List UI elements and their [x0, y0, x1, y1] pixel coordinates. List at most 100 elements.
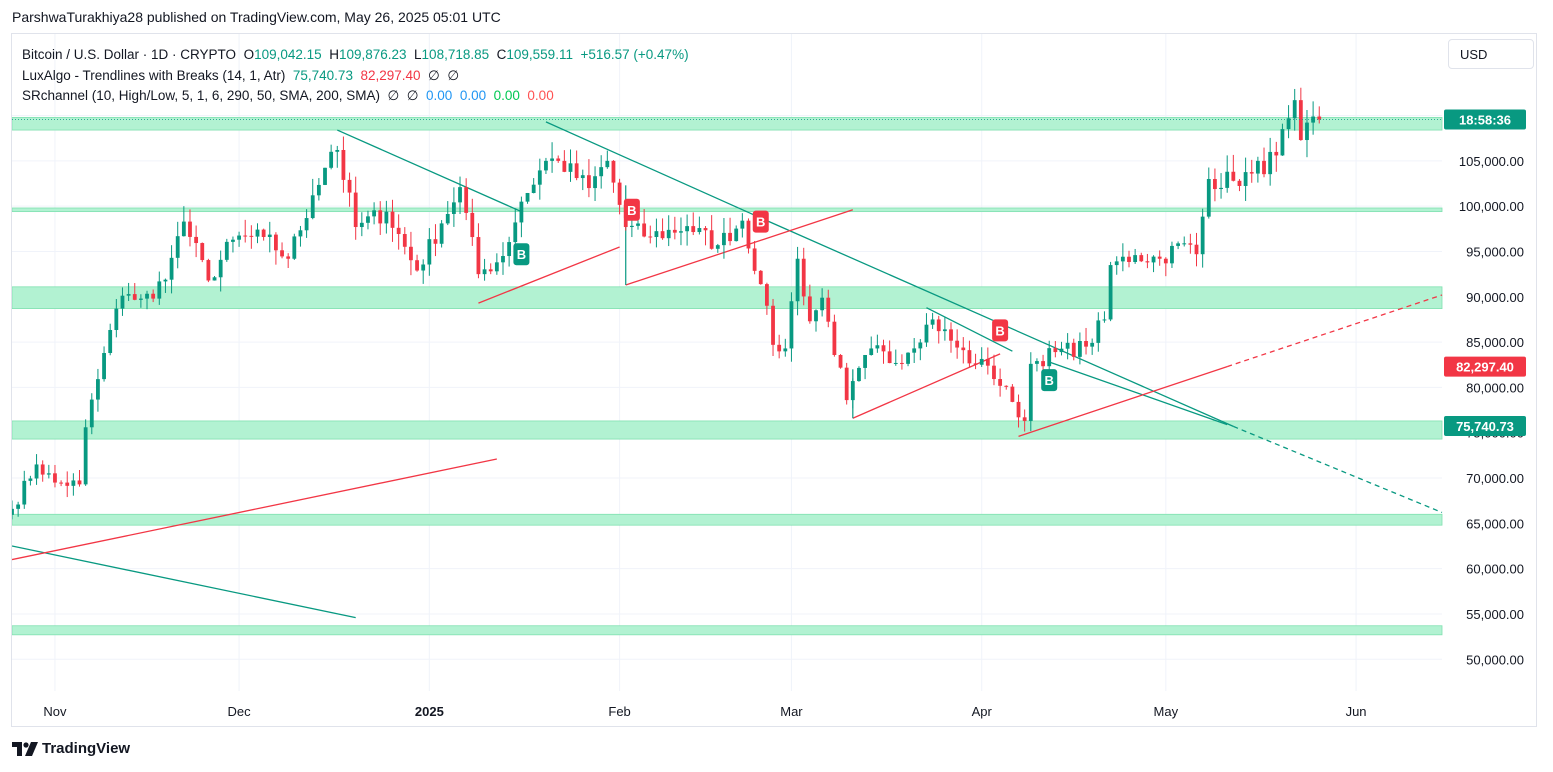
candle-body: [138, 298, 143, 300]
price-label-text: 75,740.73: [1456, 419, 1514, 434]
break-label-box: [513, 243, 530, 266]
indicator-luxalgo-row[interactable]: LuxAlgo - Trendlines with Breaks (14, 1,…: [22, 66, 689, 87]
candle-body: [366, 216, 370, 223]
candle-body: [120, 295, 125, 309]
publisher-line: ParshwaTurakhiya28 published on TradingV…: [12, 9, 501, 25]
candle-body: [1305, 122, 1309, 141]
candle-body: [501, 256, 505, 263]
candle: [22, 470, 27, 509]
candle: [415, 254, 419, 272]
candle-body: [1077, 340, 1082, 357]
y-tick-label: 85,000.00: [1466, 335, 1524, 350]
candle: [1139, 252, 1144, 263]
candle: [1225, 155, 1230, 193]
trendline-red: [625, 209, 854, 286]
candle: [310, 178, 315, 220]
candle: [838, 354, 843, 369]
candle-body: [304, 218, 309, 231]
trendline-green: [1233, 425, 1443, 514]
currency-button[interactable]: USD: [1448, 39, 1534, 69]
candle-body: [1114, 261, 1119, 266]
y-tick-label: 50,000.00: [1466, 652, 1524, 667]
price-chart[interactable]: B B B B B 50,000.00 55,000.00 60,000.00 65,000.…: [12, 34, 1536, 726]
candle: [249, 225, 254, 249]
candle-body: [1188, 243, 1193, 245]
candle: [329, 144, 334, 170]
candle-body: [65, 482, 70, 486]
candle: [1035, 358, 1039, 372]
candles: [12, 87, 1322, 520]
candle: [789, 292, 794, 362]
break-label-box: [1041, 369, 1058, 392]
candle: [427, 228, 432, 276]
candle-body: [1298, 100, 1303, 141]
candle: [537, 158, 542, 200]
sr-zone: [12, 207, 1443, 213]
candle: [556, 155, 561, 163]
y-tick-label: 55,000.00: [1466, 607, 1524, 622]
candle: [458, 176, 462, 215]
candle-body: [507, 242, 512, 257]
candle: [844, 362, 849, 405]
indicator-luxalgo-value-3: ∅: [428, 67, 440, 83]
candle: [77, 470, 82, 487]
candle-body: [206, 260, 211, 281]
candle-body: [568, 163, 573, 172]
candle-body: [1028, 363, 1033, 421]
candle: [801, 247, 806, 306]
candle-body: [488, 269, 493, 272]
candle-body: [826, 297, 831, 322]
break-label-green: B: [513, 243, 530, 266]
candle: [1305, 110, 1309, 158]
candle: [433, 224, 438, 257]
candle-body: [102, 352, 106, 380]
candle: [949, 322, 953, 353]
candle-body: [967, 350, 972, 364]
candle: [341, 136, 346, 193]
candle-body: [562, 160, 567, 172]
candle-body: [200, 243, 205, 261]
candle: [212, 276, 217, 281]
candle-body: [942, 329, 947, 332]
symbol-row: Bitcoin / U.S. Dollar · 1D · CRYPTO O109…: [22, 45, 689, 66]
candle-body: [402, 234, 407, 247]
candle-body: [900, 362, 904, 364]
indicator-srchannel-value-2: ∅: [406, 88, 419, 103]
break-label-red: B: [752, 210, 769, 233]
candle: [390, 199, 395, 242]
candle-body: [163, 279, 168, 282]
candle: [697, 216, 702, 235]
candle-body: [777, 344, 782, 352]
candle: [439, 220, 444, 248]
candle: [366, 210, 370, 230]
candle-body: [832, 321, 837, 355]
candle-body: [458, 187, 462, 203]
candle-body: [599, 167, 604, 177]
candle-body: [857, 367, 861, 382]
trendline-red: [1018, 365, 1228, 437]
candle: [820, 288, 825, 317]
candle-body: [169, 257, 174, 280]
candle-body: [1041, 361, 1045, 367]
candle-body: [850, 381, 855, 401]
candle-body: [470, 212, 475, 238]
symbol-name: Bitcoin / U.S. Dollar · 1D · CRYPTO: [22, 47, 237, 62]
indicator-luxalgo-name: LuxAlgo - Trendlines with Breaks (14, 1,…: [22, 67, 286, 83]
candle: [666, 215, 671, 247]
candle: [1298, 87, 1303, 141]
candle: [71, 473, 76, 496]
candle-body: [231, 239, 235, 242]
candle-body: [746, 220, 751, 249]
candle-body: [1243, 172, 1248, 186]
candle-body: [519, 201, 524, 223]
candle-body: [1280, 129, 1285, 156]
candle-body: [728, 232, 732, 242]
candle: [1041, 354, 1045, 372]
candle-body: [881, 345, 886, 352]
candle: [501, 242, 505, 275]
indicator-srchannel-row[interactable]: SRchannel (10, High/Low, 5, 1, 6, 290, 5…: [22, 86, 689, 107]
y-tick-label: 80,000.00: [1466, 380, 1524, 395]
candle: [28, 475, 33, 486]
close-label: C: [496, 47, 507, 62]
candle-body: [108, 329, 113, 353]
